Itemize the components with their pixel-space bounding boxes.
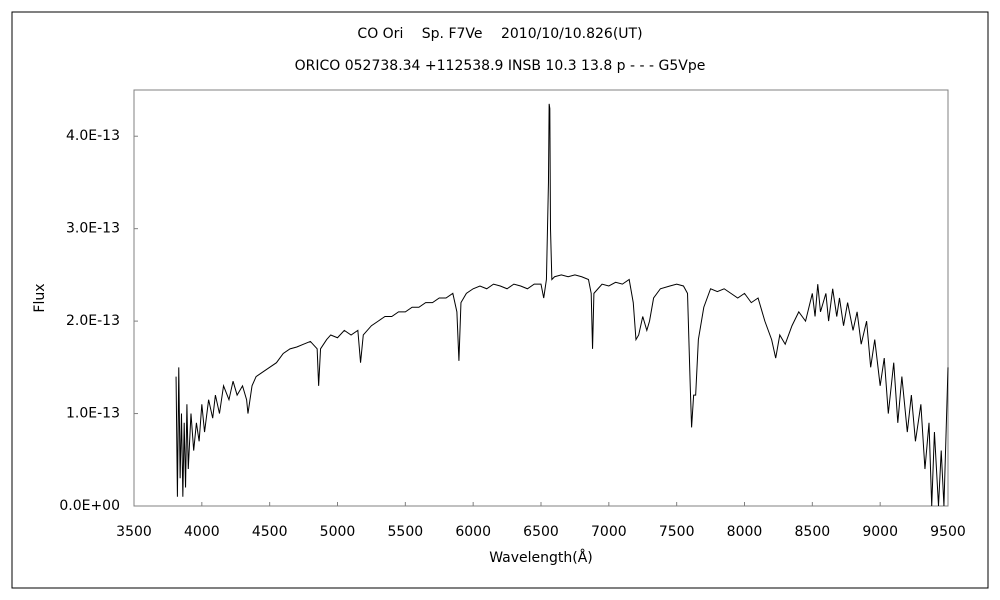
x-tick-label: 9000 xyxy=(862,524,898,540)
x-tick-label: 8500 xyxy=(795,524,831,540)
x-tick-label: 5000 xyxy=(320,524,356,540)
y-tick-label: 3.0E-13 xyxy=(66,221,120,237)
x-axis-label: Wavelength(Å) xyxy=(489,549,593,566)
outer-border xyxy=(11,11,989,589)
y-tick-label: 0.0E+00 xyxy=(59,498,120,514)
y-tick-label: 1.0E-13 xyxy=(66,406,120,422)
x-tick-label: 5500 xyxy=(388,524,424,540)
y-axis-label: Flux xyxy=(32,283,48,312)
x-tick-label: 6500 xyxy=(523,524,559,540)
x-tick-label: 7000 xyxy=(591,524,627,540)
x-tick-label: 9500 xyxy=(930,524,966,540)
x-tick-label: 8000 xyxy=(727,524,763,540)
chart-subtitle: ORICO 052738.34 +112538.9 INSB 10.3 13.8… xyxy=(295,58,706,74)
y-tick-label: 2.0E-13 xyxy=(66,313,120,329)
chart-title: CO Ori Sp. F7Ve 2010/10/10.826(UT) xyxy=(357,26,642,42)
x-tick-label: 4000 xyxy=(184,524,220,540)
x-tick-label: 3500 xyxy=(116,524,152,540)
x-tick-label: 7500 xyxy=(659,524,695,540)
y-tick-label: 4.0E-13 xyxy=(66,128,120,144)
x-tick-label: 4500 xyxy=(252,524,288,540)
x-tick-label: 6000 xyxy=(455,524,491,540)
spectrum-line xyxy=(175,103,949,507)
